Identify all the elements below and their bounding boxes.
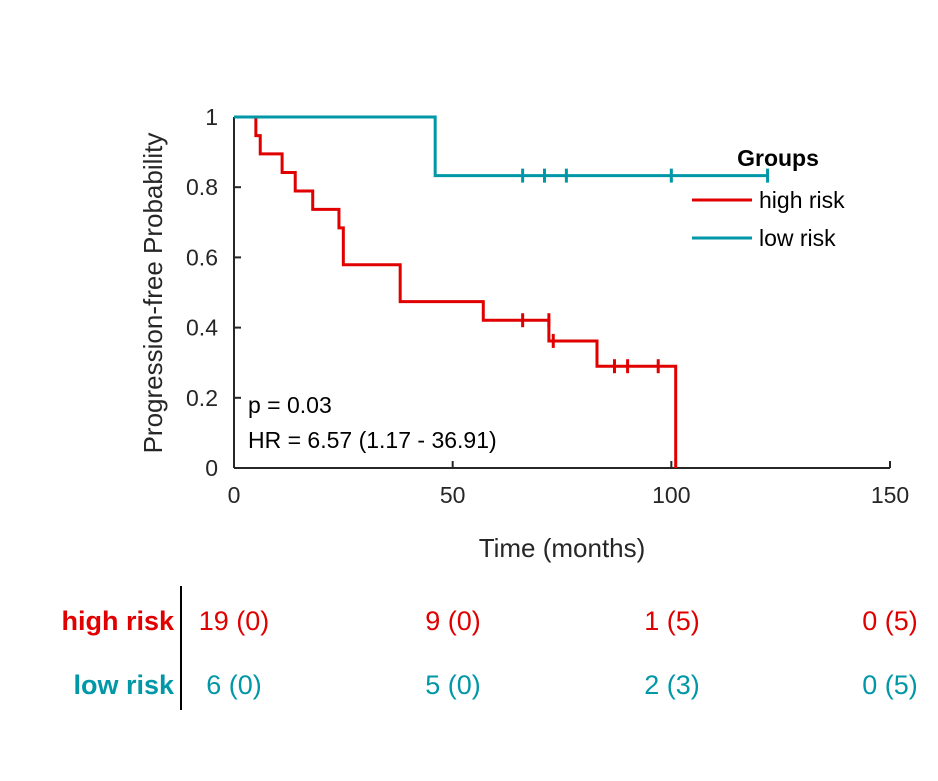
risk-table: high risk low risk 19 (0) 9 (0) 1 (5) 0 … (61, 586, 918, 710)
risk-high-t150: 0 (5) (862, 606, 918, 636)
legend: Groups high risk low risk (692, 145, 845, 251)
y-tick-label: 0.4 (186, 315, 218, 341)
x-tick-label: 100 (652, 482, 690, 508)
p-value-annotation: p = 0.03 (248, 392, 332, 418)
risk-low-t50: 5 (0) (425, 670, 481, 700)
x-tick-label: 0 (228, 482, 241, 508)
risk-low-t150: 0 (5) (862, 670, 918, 700)
risk-row-label-high-risk: high risk (61, 606, 175, 636)
risk-row-label-low-risk: low risk (73, 670, 175, 700)
risk-high-t50: 9 (0) (425, 606, 481, 636)
x-tick-label: 150 (871, 482, 909, 508)
legend-label-low-risk: low risk (759, 225, 836, 251)
x-axis-label: Time (months) (479, 533, 646, 563)
curve-low-risk (234, 115, 768, 178)
hazard-ratio-annotation: HR = 6.57 (1.17 - 36.91) (248, 427, 497, 453)
y-axis-label: Progression-free Probability (138, 133, 168, 454)
y-tick-label: 0.2 (186, 385, 218, 411)
risk-high-t100: 1 (5) (644, 606, 700, 636)
legend-label-high-risk: high risk (759, 187, 845, 213)
y-tick-label: 0 (205, 455, 218, 481)
risk-low-t100: 2 (3) (644, 670, 700, 700)
legend-title: Groups (737, 145, 819, 171)
x-tick-label: 50 (440, 482, 466, 508)
y-tick-label: 0.8 (186, 174, 218, 200)
risk-low-t0: 6 (0) (206, 670, 262, 700)
axis-ticks: 0 50 100 150 0 0.2 0.4 0.6 0.8 1 (186, 104, 909, 508)
risk-high-t0: 19 (0) (199, 606, 270, 636)
survival-curves (234, 115, 770, 468)
y-tick-label: 1 (205, 104, 218, 130)
curve-high-risk (234, 115, 678, 468)
y-tick-label: 0.6 (186, 244, 218, 270)
